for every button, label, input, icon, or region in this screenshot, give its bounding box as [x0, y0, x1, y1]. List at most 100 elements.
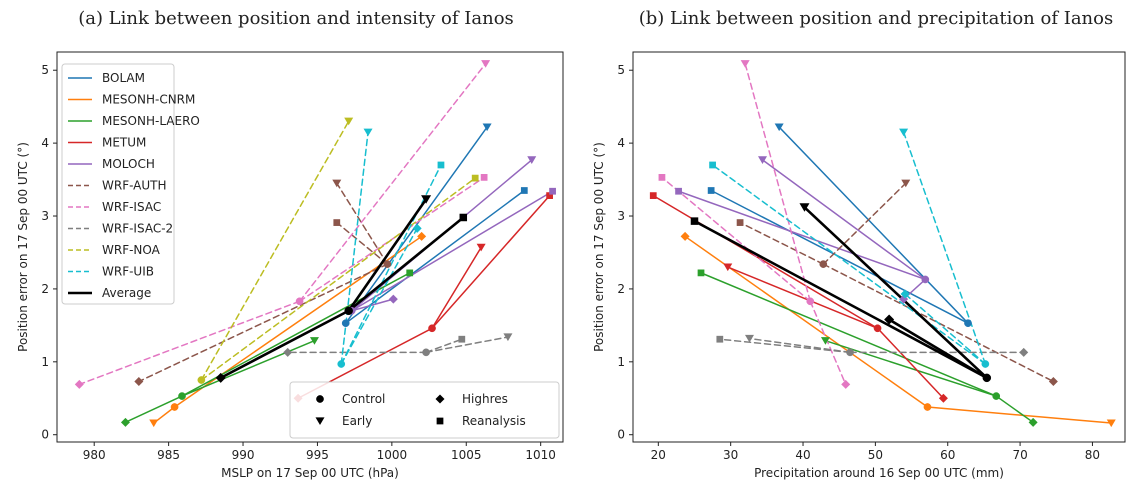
y-tick-label: 2 [617, 282, 625, 296]
x-tick-label: 1010 [525, 448, 556, 462]
data-point-wrf-uib [437, 161, 445, 169]
chart-panel-a: (a) Link between position and intensity … [16, 8, 564, 480]
marker-legend-label-highres: Highres [462, 392, 508, 406]
legend-label-wrf-noa: WRF-NOA [102, 243, 161, 257]
legend-label-wrf-uib: WRF-UIB [102, 265, 154, 279]
chart-title: (b) Link between position and precipitat… [639, 8, 1113, 29]
series-line-wrf-noa [200, 120, 350, 381]
data-point-wrf-isac-2 [846, 348, 854, 357]
data-point-wrf-isac-2 [503, 333, 513, 342]
data-point-wrf-isac [841, 379, 851, 389]
data-point-wrf-isac [481, 60, 491, 68]
data-point-moloch [675, 187, 682, 195]
legend-label-wrf-isac: WRF-ISAC [102, 200, 161, 214]
data-point-wrf-noa [471, 174, 479, 182]
data-point-mesonh-laero [820, 337, 830, 345]
data-point-metum [546, 192, 553, 199]
series-line-wrf-isac [298, 176, 485, 303]
data-point-wrf-noa [197, 376, 206, 384]
marker-legend-symbol-control [316, 395, 324, 403]
x-tick-label: 70 [1012, 448, 1027, 462]
y-tick-label: 2 [41, 282, 49, 296]
series-line-wrf-uib [902, 131, 987, 365]
series-line-metum [727, 266, 879, 330]
series-line-average [803, 205, 989, 380]
marker-legend: Control Highres Early Reanalysis [289, 381, 560, 439]
series-line-metum [876, 327, 945, 400]
series-line-moloch [677, 190, 927, 281]
plot-area [649, 60, 1116, 428]
data-point-wrf-auth [383, 260, 392, 268]
marker-legend-box [289, 381, 560, 439]
data-point-mesonh-cnrm [1106, 419, 1116, 428]
series-line-moloch [761, 159, 927, 281]
series-line-mesonh-laero [181, 339, 316, 397]
x-tick-label: 980 [83, 448, 106, 462]
y-tick-label: 4 [41, 136, 49, 150]
x-axis-label: Precipitation around 16 Sep 00 UTC (mm) [754, 466, 1004, 480]
data-point-bolam [707, 187, 715, 194]
series-line-wrf-auth [739, 221, 825, 265]
series-line-bolam [778, 126, 969, 324]
x-tick-label: 1000 [377, 448, 408, 462]
data-point-mesonh-cnrm [923, 403, 932, 411]
series-line-wrf-auth [336, 182, 389, 265]
x-tick-label: 50 [868, 448, 883, 462]
series-line-wrf-uib [904, 293, 987, 365]
data-point-wrf-isac-2 [716, 335, 724, 343]
data-point-wrf-auth [819, 260, 828, 268]
data-point-wrf-uib [709, 161, 716, 169]
data-point-wrf-isac-2 [422, 348, 430, 357]
series-line-wrf-uib [340, 131, 369, 365]
series-line-metum [652, 194, 879, 330]
series-line-moloch [350, 298, 395, 312]
series-line-mesonh-laero [124, 395, 183, 424]
series-line-wrf-uib [711, 164, 987, 365]
data-point-average [690, 217, 699, 225]
x-tick-label: 1005 [451, 448, 482, 462]
data-point-wrf-auth [736, 219, 744, 226]
series-line-wrf-isac-2 [425, 336, 509, 354]
data-point-bolam [341, 319, 350, 328]
data-point-metum [428, 324, 436, 333]
y-tick-label: 0 [617, 428, 625, 442]
data-point-wrf-uib [900, 289, 910, 299]
x-tick-label: 30 [723, 448, 738, 462]
data-point-wrf-auth [332, 179, 342, 188]
y-tick-label: 3 [41, 209, 49, 223]
data-point-mesonh-laero [992, 392, 1001, 400]
data-point-wrf-isac-2 [744, 334, 754, 343]
data-point-moloch [527, 156, 537, 164]
series-line-average [347, 197, 428, 313]
series-line-mesonh-laero [995, 395, 1034, 424]
data-point-wrf-uib [363, 128, 373, 137]
data-point-average [421, 195, 432, 204]
series-line-metum [431, 194, 551, 330]
data-point-mesonh-laero [178, 392, 186, 400]
legend-label-bolam: BOLAM [102, 71, 145, 85]
series-line-wrf-isac [298, 62, 487, 303]
data-point-wrf-isac-2 [458, 335, 466, 343]
x-tick-label: 995 [306, 448, 329, 462]
marker-legend-label-reanalysis: Reanalysis [462, 414, 526, 428]
legend-label-wrf-auth: WRF-AUTH [102, 179, 167, 193]
x-tick-label: 20 [651, 448, 666, 462]
data-point-average [799, 203, 810, 212]
series-line-wrf-isac [78, 300, 301, 386]
legend-label-mesonh-cnrm: MESONH-CNRM [102, 93, 195, 107]
legend-label-metum: METUM [102, 136, 146, 150]
y-tick-label: 3 [617, 209, 625, 223]
series-line-average [693, 219, 989, 380]
plot-frame [632, 51, 1126, 443]
data-point-wrf-auth [333, 219, 341, 226]
data-point-average [982, 373, 992, 383]
series-line-wrf-isac-2 [719, 338, 851, 354]
data-point-moloch [549, 187, 556, 195]
y-tick-label: 0 [41, 428, 49, 442]
data-point-average [215, 372, 226, 383]
legend-label-average: Average [102, 286, 151, 300]
series-line-average [219, 309, 350, 380]
series-line-wrf-auth [336, 221, 389, 265]
data-point-metum [938, 393, 948, 403]
data-point-wrf-isac [658, 174, 666, 181]
